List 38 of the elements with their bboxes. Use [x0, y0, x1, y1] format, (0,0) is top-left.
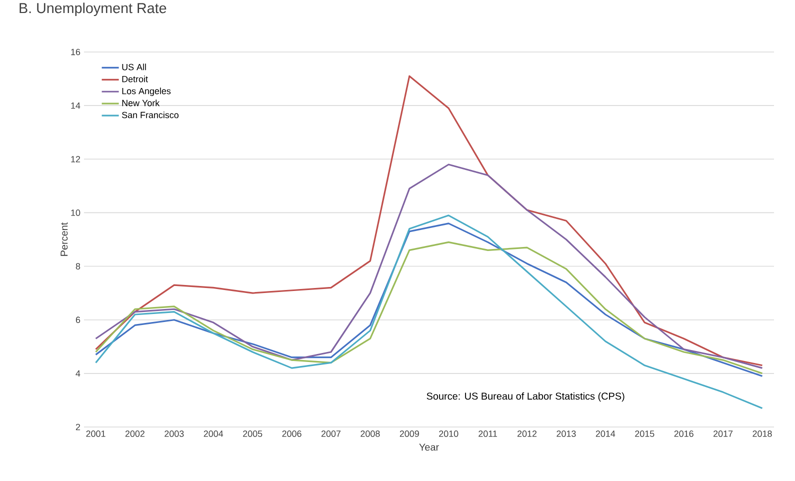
x-tick-label: 2005 — [243, 430, 262, 437]
x-tick-label: 2012 — [517, 430, 537, 437]
x-tick-label: 2001 — [86, 430, 106, 437]
x-tick-label: 2009 — [400, 430, 419, 437]
y-tick-label: 4 — [76, 370, 80, 377]
legend-label: San Francisco — [122, 112, 179, 118]
x-tick-label: 2017 — [714, 430, 733, 437]
x-tick-label: 2007 — [321, 430, 341, 437]
legend-label: New York — [122, 100, 160, 106]
x-tick-label: 2011 — [478, 430, 498, 437]
y-tick-label: 12 — [71, 156, 80, 162]
x-tick-label: 2016 — [674, 430, 694, 437]
line-series — [94, 75, 764, 366]
x-tick-label: 2013 — [556, 430, 576, 437]
x-tick-label: 2002 — [125, 430, 144, 437]
y-tick-label: 10 — [71, 210, 80, 216]
x-tick-label: 2018 — [752, 430, 772, 437]
legend-label: Los Angeles — [122, 88, 171, 96]
x-tick-label: 2008 — [360, 430, 380, 437]
x-axis-title: Year — [419, 444, 439, 451]
chart-title: B. Unemployment Rate — [20, 2, 166, 16]
y-tick-label: 8 — [76, 263, 80, 270]
legend-label: Detroit — [122, 76, 148, 82]
y-axis-title: Percent — [60, 222, 68, 256]
x-tick-label: 2014 — [596, 430, 616, 437]
y-tick-label: 6 — [76, 316, 80, 324]
y-tick-label: 14 — [71, 102, 80, 109]
x-tick-label: 2015 — [635, 430, 654, 437]
x-tick-label: 2006 — [282, 430, 302, 437]
annotation: Source: US Bureau of Labor Statistics (CPS) — [426, 392, 624, 402]
line-series — [94, 214, 764, 410]
x-tick-label: 2003 — [164, 430, 184, 437]
x-tick-label: 2010 — [439, 430, 458, 437]
x-tick-label: 2004 — [204, 430, 224, 437]
y-tick-label: 2 — [76, 424, 80, 430]
y-tick-label: 16 — [71, 48, 80, 56]
legend-label: US All — [122, 64, 146, 70]
line-series — [94, 164, 764, 369]
